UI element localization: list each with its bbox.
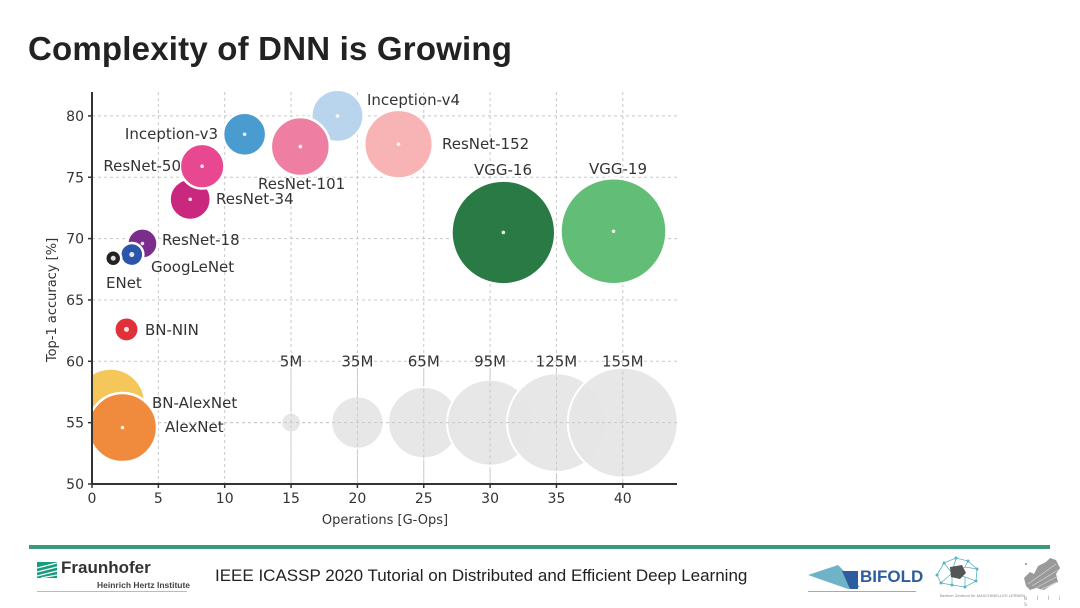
bubble-center-dot [242, 132, 247, 137]
size-legend-label: 35M [341, 352, 373, 370]
size-legend [92, 366, 679, 484]
bubble-alexnet [92, 391, 159, 464]
x-tick-label: 10 [216, 491, 234, 507]
bubble-label: ResNet-34 [216, 190, 294, 208]
y-tick-label: 50 [66, 477, 84, 493]
bubble-label: Inception-v4 [367, 91, 460, 109]
bubble-label: VGG-16 [474, 161, 532, 179]
bubble-label: VGG-19 [589, 160, 647, 178]
y-tick-label: 80 [66, 109, 84, 125]
bubble-enet [103, 248, 123, 268]
bubble-center-dot [110, 255, 116, 261]
bubble-label: GoogLeNet [151, 258, 234, 276]
fraunhofer-mark-icon [37, 562, 57, 578]
x-tick-label: 40 [614, 491, 632, 507]
x-tick-label: 25 [415, 491, 433, 507]
bubble-center-dot [298, 144, 303, 149]
bubble-center-dot [140, 241, 145, 246]
brain-network-icon [935, 556, 979, 589]
y-tick-label: 60 [66, 354, 84, 370]
bubble-vgg-19 [559, 176, 668, 286]
europe-map-icon [1024, 558, 1060, 591]
fraunhofer-name: Fraunhofer [61, 558, 151, 577]
bubble-center-dot [501, 230, 506, 235]
ellis-logo: e l l i s [1020, 556, 1065, 608]
y-tick-label: 70 [66, 232, 84, 248]
bubble-center-dot [129, 252, 135, 258]
footer-divider [29, 545, 1050, 549]
x-tick-label: 35 [548, 491, 566, 507]
bubble-label: BN-NIN [145, 321, 199, 339]
bubble-bn-nin [113, 315, 140, 343]
bifold-rule [808, 591, 916, 592]
bubble-center-dot [335, 114, 340, 118]
bubble-center-dot [120, 425, 125, 430]
bubble-center-dot [200, 164, 204, 169]
fraunhofer-subtitle: Heinrich Hertz Institute [97, 580, 191, 590]
size-legend-label: 95M [474, 352, 506, 370]
slide-title: Complexity of DNN is Growing [28, 30, 513, 67]
bubble-center-dot [611, 229, 616, 234]
y-tick-label: 75 [66, 170, 84, 186]
bubble-googlenet [119, 241, 145, 268]
bubble-resnet-101 [269, 115, 332, 178]
bubble-center-dot [396, 142, 401, 146]
ellis-caption: e l l i s [1024, 596, 1065, 608]
size-legend-label: 125M [536, 352, 578, 370]
y-tick-label: 55 [66, 416, 84, 432]
y-tick-label: 65 [66, 293, 84, 309]
bifold-logo: BIFOLD [808, 563, 928, 593]
x-tick-label: 5 [154, 491, 163, 507]
bubble-label: ResNet-50 [103, 157, 181, 175]
bubble-label: AlexNet [165, 418, 224, 436]
footer-text: IEEE ICASSP 2020 Tutorial on Distributed… [215, 566, 748, 585]
bifold-mark-icon [808, 565, 860, 589]
fraunhofer-logo: Fraunhofer Heinrich Hertz Institute [37, 558, 197, 596]
bubble-label: ResNet-152 [442, 135, 529, 153]
axes [88, 92, 677, 488]
x-tick-label: 0 [88, 491, 97, 507]
size-legend-label: 155M [602, 352, 644, 370]
bubble-resnet-50 [178, 142, 226, 190]
fraunhofer-rule [37, 591, 187, 592]
bubble-center-dot [188, 197, 192, 202]
bzml-caption: Berliner Zentrum für MASCHINELLES LERNEN [940, 593, 1025, 598]
x-axis-title: Operations [G-Ops] [322, 513, 448, 528]
x-tick-label: 30 [481, 491, 499, 507]
bubble-label: BN-AlexNet [152, 394, 237, 412]
bubble-label: Inception-v3 [125, 125, 218, 143]
bubble-label: ENet [106, 274, 142, 292]
y-axis-title: Top-1 accuracy [%] [45, 238, 60, 363]
bifold-name: BIFOLD [860, 567, 924, 586]
size-legend-label: 65M [408, 352, 440, 370]
bubble-resnet-152 [363, 108, 435, 180]
bubble-center-dot [124, 326, 130, 332]
x-tick-label: 20 [348, 491, 366, 507]
size-legend-label: 5M [280, 352, 303, 370]
bubble-chart: 0 5 10 15 20 25 30 35 40 50 55 60 65 70 75 80 5M 35M 65M 9… [45, 90, 679, 528]
bubble-label: ResNet-101 [258, 175, 345, 193]
data-bubbles [92, 90, 668, 464]
bubble-label: ResNet-18 [162, 231, 240, 249]
tick-labels: 0 5 10 15 20 25 30 35 40 50 55 60 65 70 75 80 [66, 109, 632, 507]
bubble-inception-v3 [221, 111, 268, 158]
bubble-labels: 5M 35M 65M 95M 125M 155M AlexNet BN-AlexNet BN-N… [103, 91, 647, 436]
bubble-vgg-16 [450, 179, 557, 286]
bubble-circle [92, 391, 159, 464]
x-tick-label: 15 [282, 491, 300, 507]
bzml-logo: Berliner Zentrum für MASCHINELLES LERNEN [930, 555, 1025, 605]
